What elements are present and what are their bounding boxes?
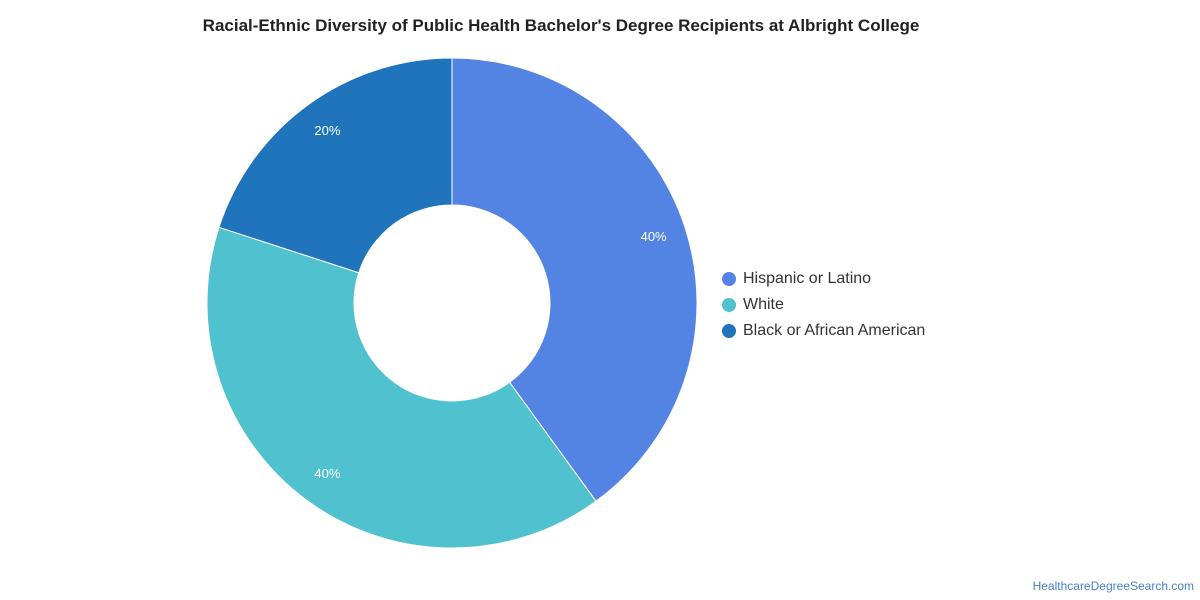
legend-label: White	[743, 296, 784, 313]
legend-swatch	[722, 324, 736, 338]
legend-label: Black or African American	[743, 322, 926, 339]
donut-slice-hispanic-or-latino[interactable]	[451, 57, 698, 502]
legend-item-black-or-african-american[interactable]: Black or African American	[722, 318, 925, 344]
slice-value-label: 40%	[641, 229, 667, 244]
legend-swatch	[722, 298, 736, 312]
slice-value-label: 20%	[314, 123, 340, 138]
chart-title: Racial-Ethnic Diversity of Public Health…	[202, 16, 920, 35]
donut-slice-black-or-african-american[interactable]	[218, 57, 453, 274]
source-credit-link[interactable]: HealthcareDegreeSearch.com	[1032, 579, 1194, 593]
donut-slice-white[interactable]	[206, 226, 597, 549]
legend-swatch	[722, 272, 736, 286]
legend-item-white[interactable]: White	[722, 292, 925, 318]
legend-label: Hispanic or Latino	[743, 270, 872, 287]
legend: Hispanic or Latino White Black or Africa…	[722, 266, 925, 344]
legend-item-hispanic-or-latino[interactable]: Hispanic or Latino	[722, 266, 925, 292]
slice-value-label: 40%	[314, 466, 340, 481]
